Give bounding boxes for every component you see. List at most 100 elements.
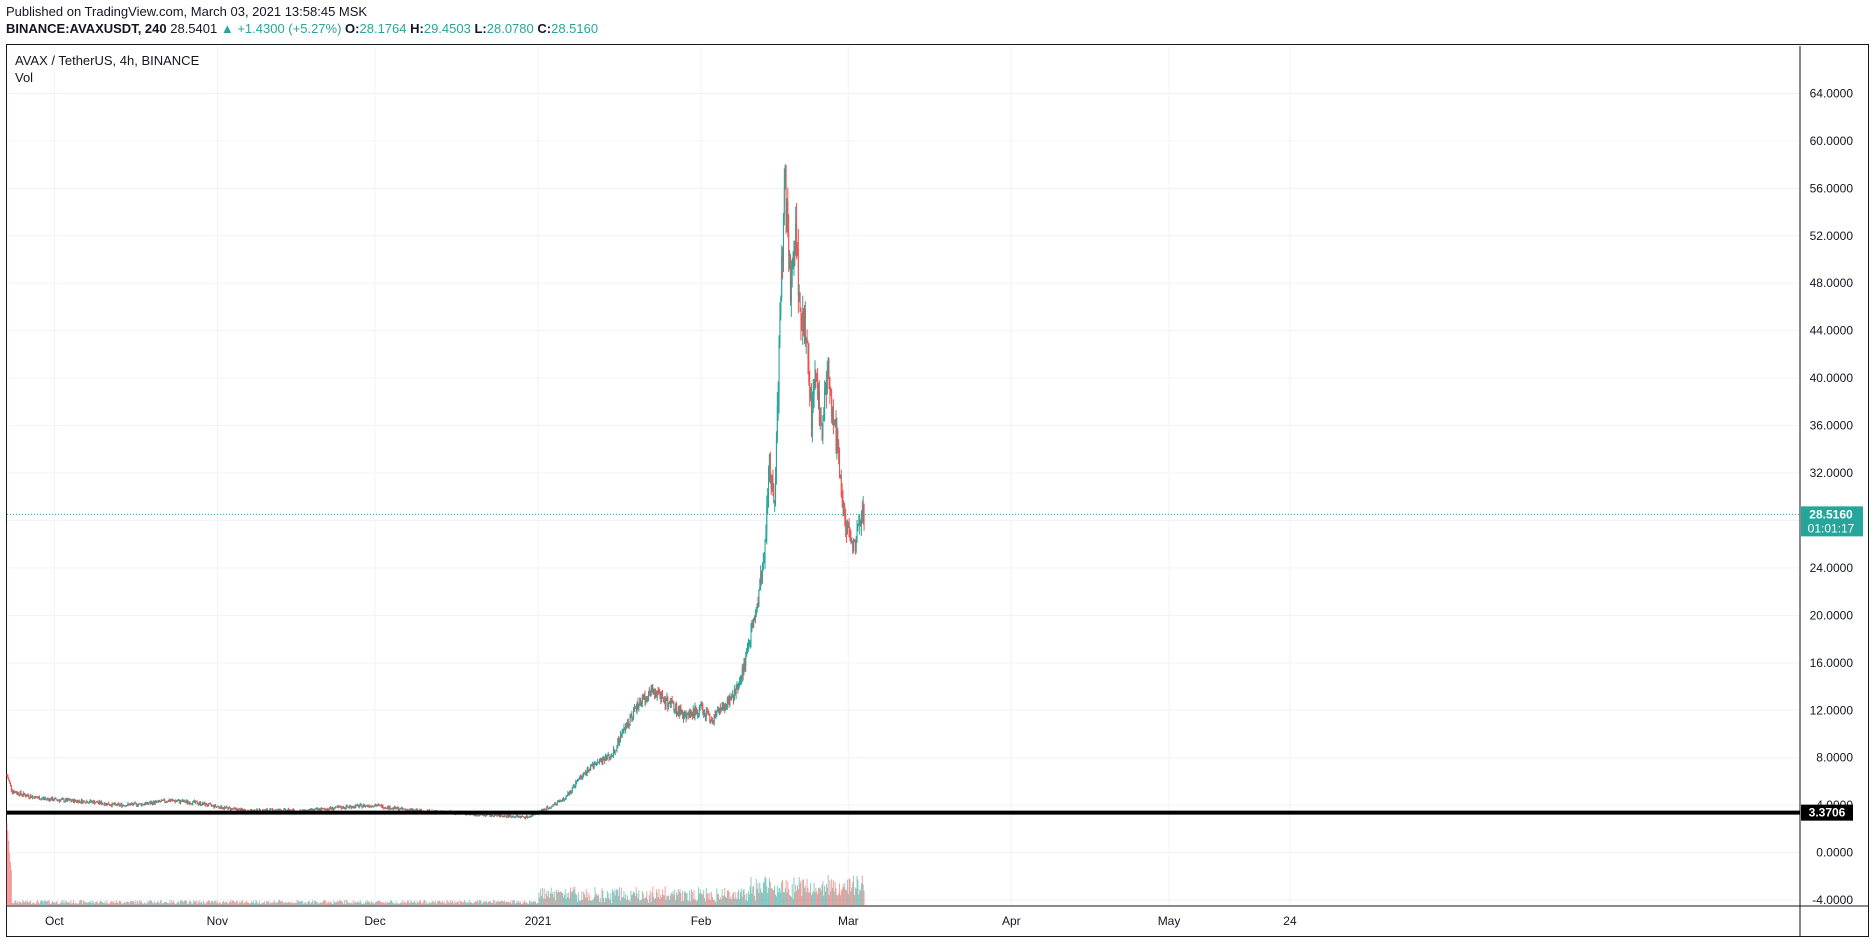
volume-bar — [787, 881, 789, 906]
candle-body — [326, 809, 328, 811]
candle-body — [36, 796, 38, 798]
volume-bar — [472, 902, 474, 906]
candle-body — [560, 800, 562, 802]
candle-body — [816, 375, 818, 381]
volume-bar — [420, 900, 422, 906]
volume-bar — [474, 901, 476, 906]
volume-bar — [123, 902, 125, 906]
volume-bar — [321, 902, 323, 906]
volume-bar — [38, 903, 40, 906]
volume-bar — [138, 900, 140, 906]
volume-bar — [431, 901, 433, 906]
volume-bar — [570, 891, 572, 906]
candle-body — [405, 809, 407, 811]
volume-bar — [529, 900, 531, 906]
candle-body — [596, 763, 598, 765]
candle-body — [584, 772, 586, 774]
chart-legend-title: AVAX / TetherUS, 4h, BINANCE — [15, 53, 200, 68]
candle-body — [508, 815, 510, 818]
candle-body — [6, 775, 8, 777]
volume-bar — [416, 901, 418, 906]
volume-bar — [466, 902, 468, 906]
volume-bar — [764, 876, 766, 906]
volume-bar — [141, 902, 143, 906]
ohlc-bar: BINANCE:AVAXUSDT, 240 28.5401 ▲ +1.4300 … — [6, 21, 598, 36]
candle-body — [406, 809, 408, 812]
candle-body — [412, 809, 414, 811]
candle-body — [383, 808, 385, 810]
candle-body — [270, 808, 272, 810]
candle-body — [842, 500, 844, 510]
volume-bar — [631, 895, 633, 906]
volume-bar — [682, 890, 684, 906]
volume-bar — [677, 889, 679, 906]
volume-bar — [468, 903, 470, 906]
volume-bar — [667, 896, 669, 906]
candle-body — [238, 808, 240, 810]
candle-body — [358, 806, 360, 808]
volume-bar — [252, 900, 254, 906]
candle-body — [651, 688, 653, 690]
volume-bar — [564, 889, 566, 906]
candle-body — [219, 807, 221, 809]
volume-bar — [758, 892, 760, 906]
volume-bar — [163, 902, 165, 906]
candle-body — [271, 808, 273, 810]
candle-body — [496, 815, 498, 817]
volume-bar — [679, 889, 681, 906]
candle-body — [719, 707, 721, 711]
volume-bar — [382, 902, 384, 906]
volume-bar — [265, 901, 267, 906]
volume-bar — [536, 902, 538, 906]
candle-body — [787, 200, 789, 234]
candle-body — [170, 800, 172, 802]
candle-body — [720, 708, 722, 711]
volume-bar — [159, 900, 161, 906]
candle-body — [316, 808, 318, 810]
candle-body — [598, 760, 600, 763]
candle-body — [40, 798, 42, 800]
volume-bar — [583, 891, 585, 906]
volume-bar — [373, 903, 375, 906]
candle-body — [625, 723, 627, 731]
volume-bar — [256, 901, 258, 906]
candle-body — [359, 804, 361, 807]
candle-body — [33, 796, 35, 799]
candle-body — [328, 807, 330, 810]
candle-body — [38, 797, 40, 799]
volume-bar — [704, 901, 706, 906]
candle-body — [523, 816, 525, 818]
candle-body — [378, 804, 380, 806]
candle-body — [740, 678, 741, 682]
candle-body — [54, 798, 56, 800]
candle-body — [48, 798, 50, 801]
candle-body — [614, 750, 616, 753]
volume-bar — [26, 900, 28, 906]
volume-bar — [87, 902, 89, 906]
candle-body — [694, 706, 696, 716]
volume-bar — [825, 883, 827, 906]
candle-body — [478, 815, 480, 817]
candle-body — [499, 814, 501, 817]
volume-bar — [627, 900, 629, 906]
volume-bar — [45, 901, 47, 906]
candle-body — [607, 754, 609, 756]
candle-body — [279, 809, 281, 811]
volume-bar — [175, 903, 177, 906]
volume-bar — [293, 902, 295, 906]
candle-body — [373, 806, 375, 808]
candle-body — [860, 511, 862, 526]
volume-bar — [592, 899, 594, 906]
candle-body — [558, 801, 560, 803]
volume-bar — [376, 901, 378, 906]
candle-body — [390, 808, 392, 810]
volume-bar — [706, 894, 708, 906]
candle-body — [165, 801, 167, 803]
candle-body — [318, 808, 320, 811]
volume-bar — [854, 887, 856, 906]
candle-body — [126, 805, 128, 807]
candle-body — [394, 807, 396, 809]
candle-body — [266, 809, 268, 811]
candle-body — [313, 809, 315, 811]
